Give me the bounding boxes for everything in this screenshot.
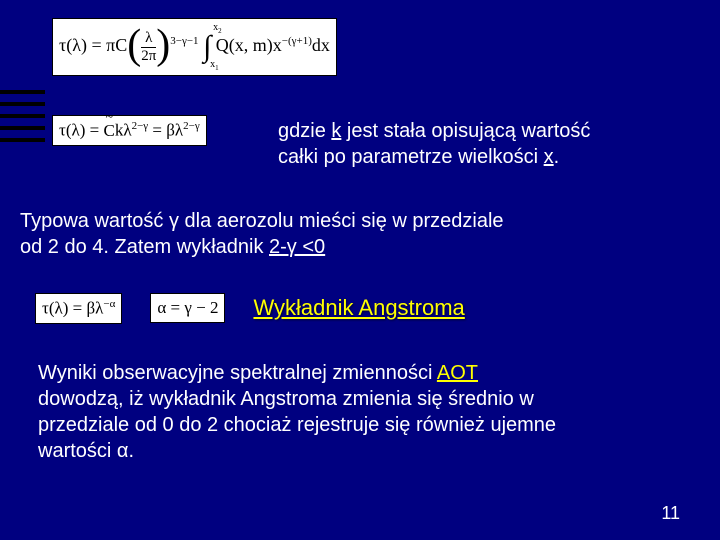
page-number: 11 <box>661 503 680 524</box>
t1-c: całki po parametrze wielkości <box>278 146 544 168</box>
decorative-stripes <box>0 90 45 150</box>
t2-l2a: od 2 do 4. Zatem wykładnik <box>20 236 269 258</box>
formula-2: τ(λ) = Ckλ2−γ = βλ2−γ <box>52 115 207 146</box>
t3-l4: wartości α. <box>38 440 134 462</box>
angstrom-heading: Wykładnik Angstroma <box>253 295 464 321</box>
t1-b: jest stała opisującą wartość <box>341 120 590 142</box>
formula-3: τ(λ) = βλ−α <box>35 293 122 324</box>
t3-l1a: Wyniki obserwacyjne spektralnej zmiennoś… <box>38 362 437 384</box>
t1-k: k <box>331 120 341 142</box>
text-block-2: Typowa wartość γ dla aerozolu mieści się… <box>20 208 700 260</box>
t1-d: . <box>554 146 560 168</box>
aot-highlight: AOT <box>437 362 478 384</box>
t3-l2: dowodzą, iż wykładnik Angstroma zmienia … <box>38 388 534 410</box>
text-block-1: gdzie k jest stała opisującą wartość cał… <box>278 118 698 170</box>
t3-l3: przedziale od 0 do 2 chociaż rejestruje … <box>38 414 556 436</box>
text-block-3: Wyniki obserwacyjne spektralnej zmiennoś… <box>38 360 678 464</box>
t1-a: gdzie <box>278 120 331 142</box>
formula-4: α = γ − 2 <box>150 293 225 323</box>
t1-x: x <box>544 146 554 168</box>
t2-expr: 2-γ <0 <box>269 236 325 258</box>
formula-row-3: τ(λ) = βλ−α α = γ − 2 Wykładnik Angstrom… <box>35 293 465 324</box>
formula-1: τ(λ) = πC(λ2π)3−γ−1 ∫x2x1 Q(x, m)x−(γ+1)… <box>52 18 337 76</box>
t2-l1: Typowa wartość γ dla aerozolu mieści się… <box>20 210 504 232</box>
